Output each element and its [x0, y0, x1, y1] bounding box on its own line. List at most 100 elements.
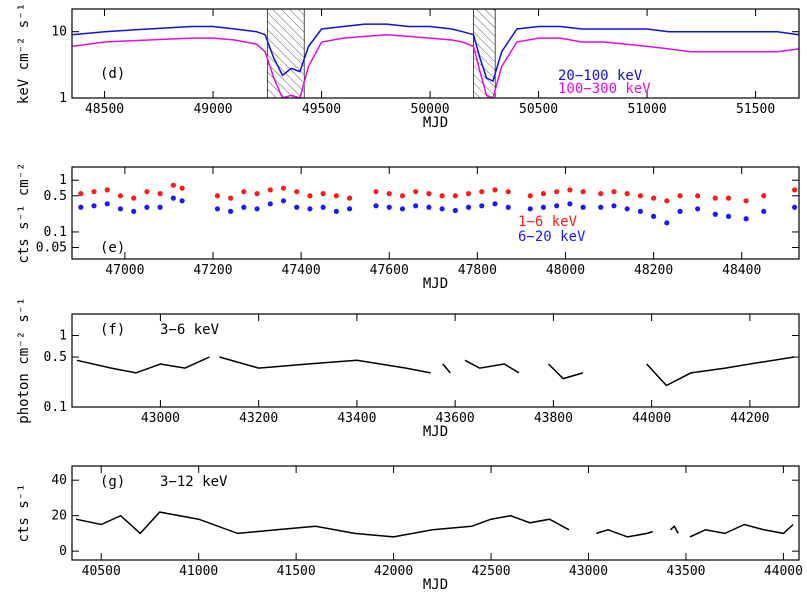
data-point — [91, 189, 97, 195]
data-point — [426, 204, 432, 210]
data-point — [280, 198, 287, 204]
data-point — [78, 191, 84, 197]
axes-frame — [71, 465, 800, 561]
y-tick-label: 0.5 — [44, 189, 67, 204]
x-axis-label: MJD — [423, 115, 448, 131]
panel-label: (e) — [100, 240, 125, 256]
data-point — [104, 187, 110, 193]
y-tick-label: 0.1 — [44, 225, 67, 240]
data-point — [104, 201, 110, 207]
data-point — [598, 191, 604, 197]
x-tick-label: 48000 — [546, 263, 585, 278]
data-point — [413, 203, 419, 209]
x-tick-label: 43000 — [141, 411, 180, 426]
data-point — [157, 191, 163, 197]
y-tick-label: 1 — [59, 91, 67, 106]
data-point — [131, 208, 137, 214]
data-point — [214, 206, 220, 212]
x-tick-label: 42000 — [374, 564, 413, 579]
data-point — [386, 204, 392, 210]
hatched-interval — [267, 9, 305, 98]
data-point — [554, 189, 560, 195]
x-tick-label: 47800 — [458, 263, 497, 278]
y-tick-label: 0.5 — [44, 350, 67, 365]
data-layer — [72, 23, 799, 98]
x-tick-label: 43000 — [569, 564, 608, 579]
legend-entry: 100−300 keV — [558, 81, 651, 97]
x-axis-label: MJD — [423, 424, 448, 440]
data-point — [598, 204, 604, 210]
data-point — [333, 193, 339, 199]
data-point — [712, 195, 718, 201]
data-point — [320, 204, 326, 210]
data-point — [157, 204, 163, 210]
data-point — [505, 204, 511, 210]
data-point — [540, 204, 547, 210]
data-point — [725, 195, 732, 201]
data-point — [664, 198, 670, 204]
data-point — [725, 213, 732, 219]
lightcurve-segment — [669, 525, 679, 534]
data-point — [170, 195, 176, 201]
data-point — [144, 189, 150, 195]
x-axis-label: MJD — [423, 577, 448, 592]
data-point — [179, 198, 185, 204]
x-tick-label: 47600 — [370, 263, 409, 278]
x-tick-label: 42500 — [471, 564, 510, 579]
axes-frame — [71, 166, 800, 260]
y-tick-label: 40 — [51, 473, 67, 488]
x-tick-label: 47400 — [282, 263, 321, 278]
energy-band-label: 3−12 keV — [160, 474, 228, 490]
lightcurve-segment — [76, 356, 210, 374]
data-point — [527, 193, 533, 199]
hatched-interval — [473, 9, 496, 98]
y-tick-label: 20 — [51, 509, 67, 524]
lightcurve-segment — [547, 363, 584, 380]
data-point — [624, 191, 630, 197]
data-point — [439, 206, 445, 212]
data-point — [426, 191, 432, 197]
data-point — [479, 189, 485, 195]
x-axis-label: MJD — [423, 276, 448, 292]
data-point — [761, 208, 767, 214]
data-point — [413, 189, 419, 195]
data-point — [346, 195, 353, 201]
x-tick-label: 41500 — [277, 564, 316, 579]
data-point — [333, 208, 339, 214]
lightcurve-segment — [596, 529, 654, 538]
data-point — [580, 189, 586, 195]
data-point — [241, 204, 247, 210]
y-tick-label: 1 — [59, 329, 67, 344]
data-point — [465, 191, 472, 197]
panel-label: (d) — [100, 66, 125, 82]
axes-frame — [71, 8, 800, 99]
data-point — [294, 204, 300, 210]
x-tick-label: 48400 — [722, 263, 761, 278]
series-line — [72, 33, 799, 98]
lightcurve-segment — [219, 356, 431, 374]
data-point — [131, 195, 137, 201]
data-point — [624, 206, 630, 212]
x-tick-label: 47000 — [105, 263, 144, 278]
x-tick-label: 48200 — [634, 263, 673, 278]
x-tick-label: 51500 — [736, 102, 775, 117]
data-point — [373, 189, 379, 195]
data-point — [452, 193, 458, 199]
data-layer — [78, 182, 798, 226]
data-point — [117, 193, 124, 199]
data-point — [695, 193, 701, 199]
data-layer — [76, 356, 795, 387]
data-point — [465, 204, 472, 210]
x-tick-label: 43200 — [239, 411, 278, 426]
data-point — [241, 189, 247, 195]
data-point — [743, 216, 749, 222]
x-tick-label: 51000 — [628, 102, 667, 117]
lightcurve-segment — [442, 363, 451, 374]
x-tick-label: 44000 — [632, 411, 671, 426]
data-point — [280, 185, 287, 191]
data-point — [399, 193, 406, 199]
data-point — [791, 187, 798, 193]
data-point — [254, 206, 260, 212]
data-point — [170, 182, 176, 188]
